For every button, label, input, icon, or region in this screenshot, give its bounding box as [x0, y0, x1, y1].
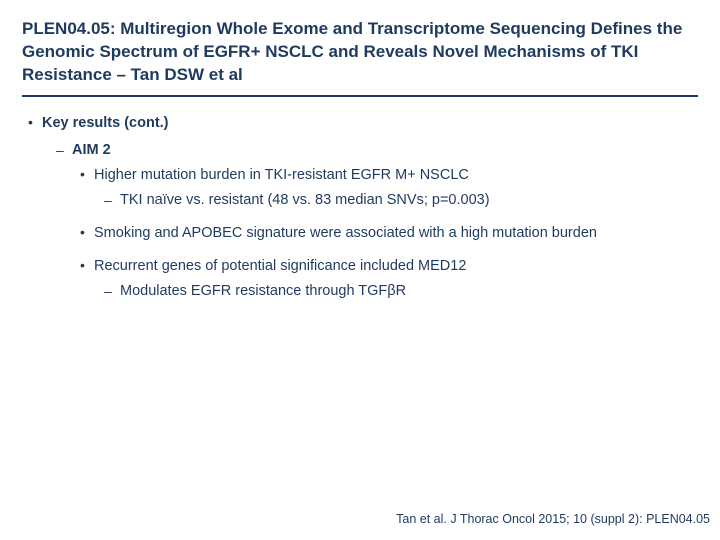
point-3: Recurrent genes of potential significanc…	[94, 256, 466, 277]
dash-icon: –	[56, 140, 72, 160]
list-item: • Key results (cont.) – AIM 2 • Higher m…	[28, 113, 698, 302]
list-item: • Smoking and APOBEC signature were asso…	[80, 223, 698, 244]
point-1: Higher mutation burden in TKI-resistant …	[94, 165, 469, 186]
list-item: – Modulates EGFR resistance through TGFβ…	[104, 281, 698, 302]
bullet-list: • Key results (cont.) – AIM 2 • Higher m…	[22, 113, 698, 302]
bullet-icon: •	[80, 256, 94, 276]
bullet-icon: •	[80, 223, 94, 243]
slide-container: PLEN04.05: Multiregion Whole Exome and T…	[0, 0, 720, 302]
point-2: Smoking and APOBEC signature were associ…	[94, 223, 597, 244]
slide-title: PLEN04.05: Multiregion Whole Exome and T…	[22, 18, 698, 97]
citation-text: Tan et al. J Thorac Oncol 2015; 10 (supp…	[396, 512, 710, 526]
list-item: • Recurrent genes of potential significa…	[80, 256, 698, 302]
list-item: • Higher mutation burden in TKI-resistan…	[80, 165, 698, 211]
aim-label: AIM 2	[72, 140, 111, 161]
list-item: – TKI naïve vs. resistant (48 vs. 83 med…	[104, 190, 698, 211]
dash-icon: –	[104, 281, 120, 301]
point-1-sub: TKI naïve vs. resistant (48 vs. 83 media…	[120, 190, 490, 211]
bullet-icon: •	[28, 113, 42, 133]
list-item: – AIM 2 • Higher mutation burden in TKI-…	[56, 140, 698, 302]
key-results-label: Key results (cont.)	[42, 113, 169, 134]
point-3-sub: Modulates EGFR resistance through TGFβR	[120, 281, 406, 302]
dash-icon: –	[104, 190, 120, 210]
bullet-icon: •	[80, 165, 94, 185]
